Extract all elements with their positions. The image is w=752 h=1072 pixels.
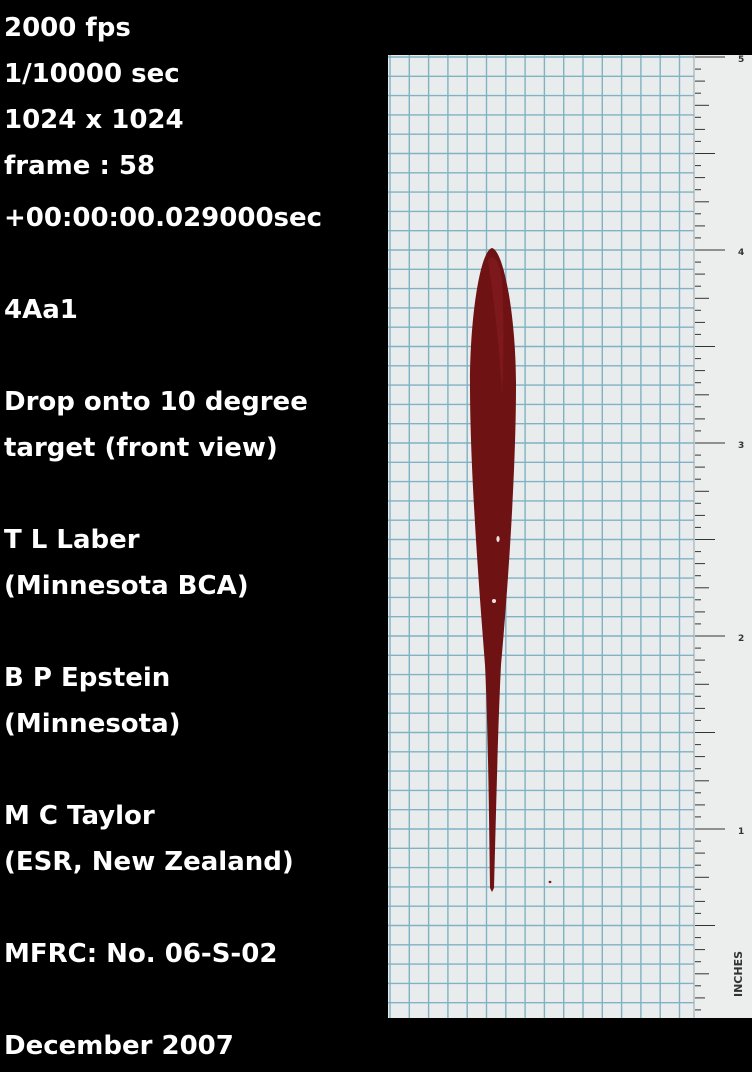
graph-paper-background (388, 55, 752, 1018)
report-date: December 2007 (4, 1031, 234, 1061)
ruler-strip (694, 55, 752, 1018)
timestamp: +00:00:00.029000sec (4, 203, 323, 233)
graph-paper-grid (388, 55, 752, 1018)
reflection-spot-lower (492, 599, 496, 603)
author-1-affiliation: (Minnesota BCA) (4, 571, 249, 601)
author-3-name: M C Taylor (4, 801, 155, 831)
sample-id: 4Aa1 (4, 295, 78, 325)
author-1-name: T L Laber (4, 525, 140, 555)
ruler-number-5: 5 (738, 55, 744, 65)
report-number: MFRC: No. 06-S-02 (4, 939, 278, 969)
author-3-affiliation: (ESR, New Zealand) (4, 847, 294, 877)
ruler-ticks (695, 56, 725, 1011)
description-line-1: Drop onto 10 degree (4, 387, 308, 417)
reflection-spot-upper (496, 536, 500, 542)
shutter-speed: 1/10000 sec (4, 59, 180, 89)
frame-number: frame : 58 (4, 151, 156, 181)
ruler-number-1: 1 (738, 827, 744, 837)
ruler-number-2: 2 (738, 634, 744, 644)
author-2-affiliation: (Minnesota) (4, 709, 181, 739)
resolution: 1024 x 1024 (4, 105, 184, 135)
description-line-2: target (front view) (4, 433, 278, 463)
capture-info-panel: 2000 fps 1/10000 sec 1024 x 1024 frame :… (4, 0, 384, 1072)
ruler-number-4: 4 (738, 248, 744, 258)
frame-rate: 2000 fps (4, 13, 131, 43)
blood-drop (470, 248, 516, 892)
ruler-unit-label: INCHES (732, 951, 745, 997)
ruler-number-3: 3 (738, 441, 744, 451)
blood-drop-highlight (488, 257, 504, 395)
satellite-droplet (548, 880, 552, 884)
bloodstain-photo: 5 4 3 2 1 INCHES (388, 55, 752, 1018)
author-2-name: B P Epstein (4, 663, 171, 693)
